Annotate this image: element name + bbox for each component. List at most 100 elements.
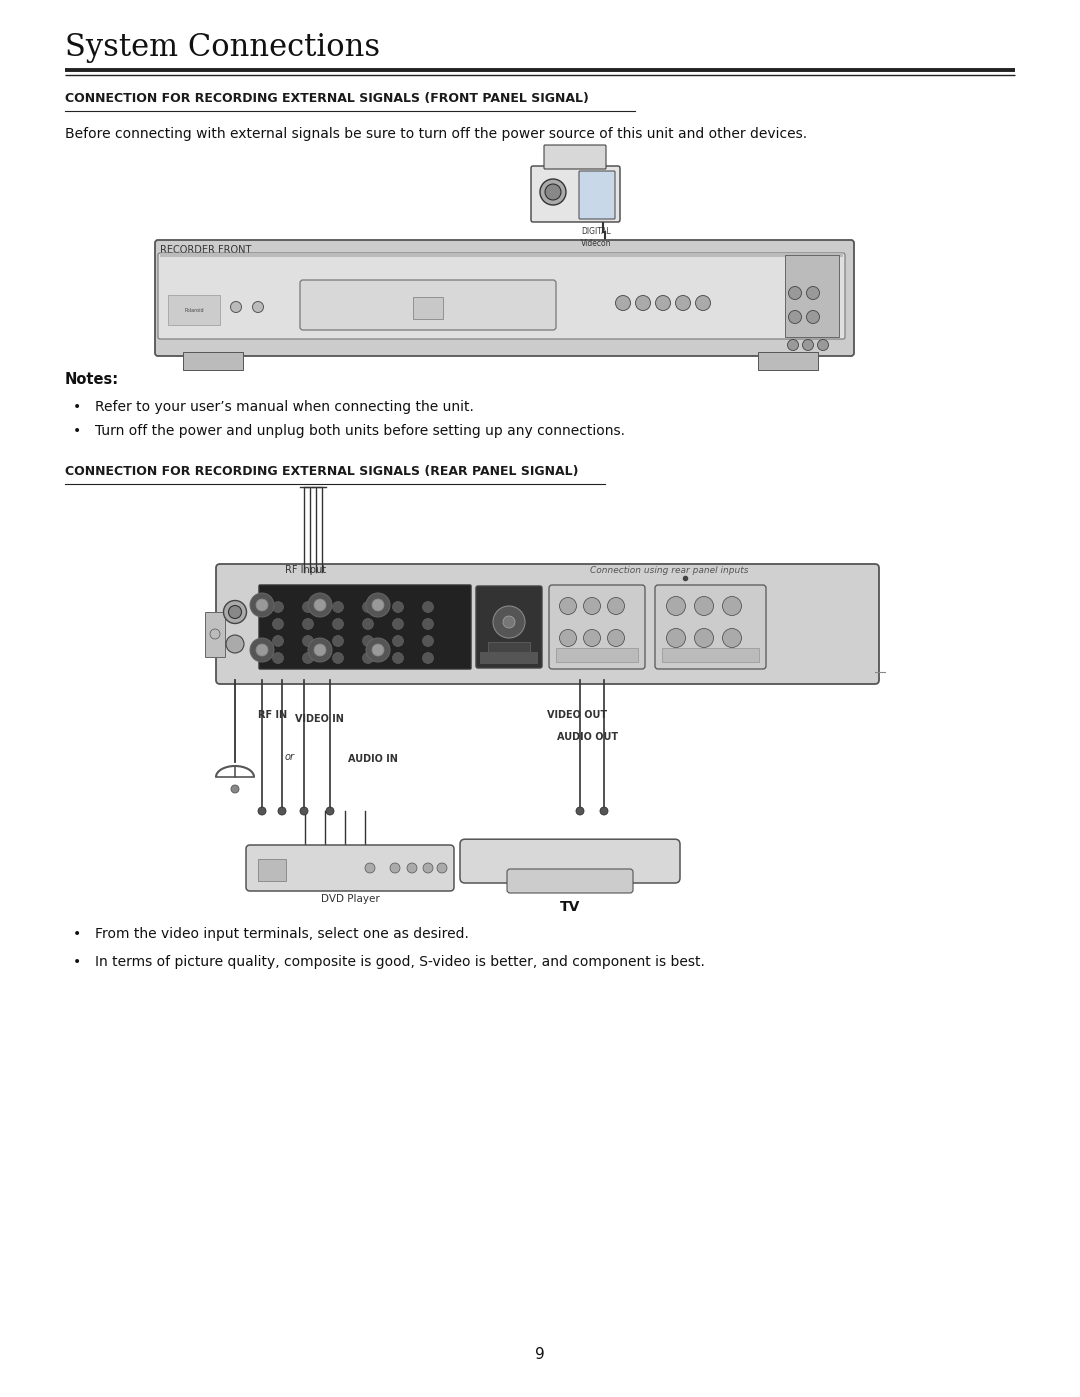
Bar <box>205 612 225 657</box>
Circle shape <box>635 296 650 310</box>
Circle shape <box>302 636 313 647</box>
Text: RECORDER FRONT: RECORDER FRONT <box>160 244 252 256</box>
Text: VIDEO OUT: VIDEO OUT <box>546 710 607 719</box>
Text: •: • <box>73 425 81 439</box>
Circle shape <box>583 598 600 615</box>
Circle shape <box>224 601 246 623</box>
FancyBboxPatch shape <box>259 585 471 669</box>
Circle shape <box>365 863 375 873</box>
Circle shape <box>308 638 332 662</box>
Circle shape <box>616 296 631 310</box>
Text: RF IN: RF IN <box>258 710 287 719</box>
Bar <box>480 652 538 664</box>
FancyBboxPatch shape <box>531 166 620 222</box>
FancyBboxPatch shape <box>544 145 606 169</box>
Circle shape <box>503 616 515 629</box>
Circle shape <box>392 652 404 664</box>
Text: From the video input terminals, select one as desired.: From the video input terminals, select o… <box>95 928 469 942</box>
Circle shape <box>607 598 624 615</box>
Circle shape <box>210 629 220 638</box>
Circle shape <box>540 179 566 205</box>
Circle shape <box>302 652 313 664</box>
Circle shape <box>675 296 690 310</box>
Circle shape <box>372 599 384 610</box>
Bar <box>183 352 243 370</box>
Text: 9: 9 <box>535 1347 545 1362</box>
FancyBboxPatch shape <box>579 170 615 219</box>
Circle shape <box>366 592 390 617</box>
Text: DVD Player: DVD Player <box>321 894 379 904</box>
Circle shape <box>818 339 828 351</box>
Circle shape <box>559 598 577 615</box>
Circle shape <box>300 807 308 814</box>
FancyBboxPatch shape <box>156 240 854 356</box>
Circle shape <box>363 619 374 630</box>
Text: System Connections: System Connections <box>65 32 380 63</box>
Circle shape <box>372 644 384 657</box>
Circle shape <box>694 629 714 647</box>
Circle shape <box>363 602 374 612</box>
Text: DIGITAL: DIGITAL <box>581 226 611 236</box>
Circle shape <box>422 602 433 612</box>
Text: •: • <box>73 956 81 970</box>
Circle shape <box>422 636 433 647</box>
Circle shape <box>333 652 343 664</box>
Circle shape <box>422 619 433 630</box>
Circle shape <box>366 638 390 662</box>
Text: •: • <box>73 400 81 414</box>
Circle shape <box>278 807 286 814</box>
Text: RF Input: RF Input <box>285 564 326 576</box>
Text: AUDIO OUT: AUDIO OUT <box>557 732 618 742</box>
Text: VIDEO IN: VIDEO IN <box>295 714 343 724</box>
Text: or: or <box>285 752 295 761</box>
Circle shape <box>256 599 268 610</box>
Bar <box>160 253 843 257</box>
Circle shape <box>333 602 343 612</box>
Circle shape <box>226 636 244 652</box>
Circle shape <box>272 636 283 647</box>
Circle shape <box>807 286 820 299</box>
Text: Turn off the power and unplug both units before setting up any connections.: Turn off the power and unplug both units… <box>95 425 625 439</box>
Circle shape <box>272 652 283 664</box>
Circle shape <box>423 863 433 873</box>
Text: Connection using rear panel inputs: Connection using rear panel inputs <box>590 566 748 576</box>
Circle shape <box>256 644 268 657</box>
FancyBboxPatch shape <box>158 253 845 339</box>
Circle shape <box>302 619 313 630</box>
Circle shape <box>666 629 686 647</box>
Circle shape <box>249 592 274 617</box>
Text: Polaroid: Polaroid <box>185 307 204 313</box>
Circle shape <box>390 863 400 873</box>
Circle shape <box>607 630 624 647</box>
Circle shape <box>788 310 801 324</box>
FancyBboxPatch shape <box>476 585 542 668</box>
Circle shape <box>333 636 343 647</box>
Circle shape <box>600 807 608 814</box>
Circle shape <box>363 652 374 664</box>
Circle shape <box>258 807 266 814</box>
Circle shape <box>314 644 326 657</box>
Circle shape <box>392 636 404 647</box>
FancyBboxPatch shape <box>549 585 645 669</box>
Circle shape <box>694 597 714 616</box>
Text: •: • <box>73 928 81 942</box>
Circle shape <box>788 286 801 299</box>
FancyBboxPatch shape <box>246 845 454 891</box>
Bar <box>785 256 839 337</box>
Circle shape <box>559 630 577 647</box>
Text: In terms of picture quality, composite is good, S-video is better, and component: In terms of picture quality, composite i… <box>95 956 705 970</box>
FancyBboxPatch shape <box>216 564 879 685</box>
Circle shape <box>302 602 313 612</box>
Circle shape <box>333 619 343 630</box>
Circle shape <box>249 638 274 662</box>
Text: Videcon: Videcon <box>581 239 611 249</box>
Circle shape <box>392 619 404 630</box>
Text: Refer to your user’s manual when connecting the unit.: Refer to your user’s manual when connect… <box>95 400 474 414</box>
Circle shape <box>253 302 264 313</box>
Circle shape <box>666 597 686 616</box>
Circle shape <box>492 606 525 638</box>
Text: Notes:: Notes: <box>65 372 119 387</box>
Circle shape <box>272 602 283 612</box>
Circle shape <box>696 296 711 310</box>
Circle shape <box>787 339 798 351</box>
